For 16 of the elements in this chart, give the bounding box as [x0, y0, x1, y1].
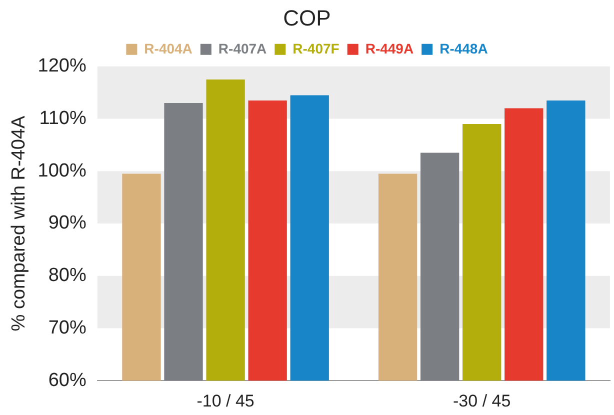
- y-axis-title: % compared with R-404A: [8, 115, 30, 332]
- x-tick-label: -10 / 45: [196, 391, 254, 410]
- y-tick-label: 110%: [39, 108, 86, 129]
- y-tick-label: 100%: [38, 160, 86, 182]
- y-tick-label: 70%: [48, 317, 86, 338]
- y-tick-label: 80%: [48, 265, 86, 286]
- y-tick-label: 120%: [38, 56, 86, 77]
- chart-title: COP: [283, 5, 331, 30]
- legend-label: R-448A: [440, 40, 488, 56]
- legend-label: R-407A: [218, 40, 267, 56]
- legend-label: R-407F: [292, 40, 340, 56]
- legend-label: R-449A: [365, 40, 414, 56]
- y-tick-label: 60%: [48, 370, 86, 391]
- x-tick-label: -30 / 45: [453, 391, 511, 410]
- legend-label: R-404A: [144, 40, 192, 56]
- y-tick-label: 90%: [48, 212, 86, 234]
